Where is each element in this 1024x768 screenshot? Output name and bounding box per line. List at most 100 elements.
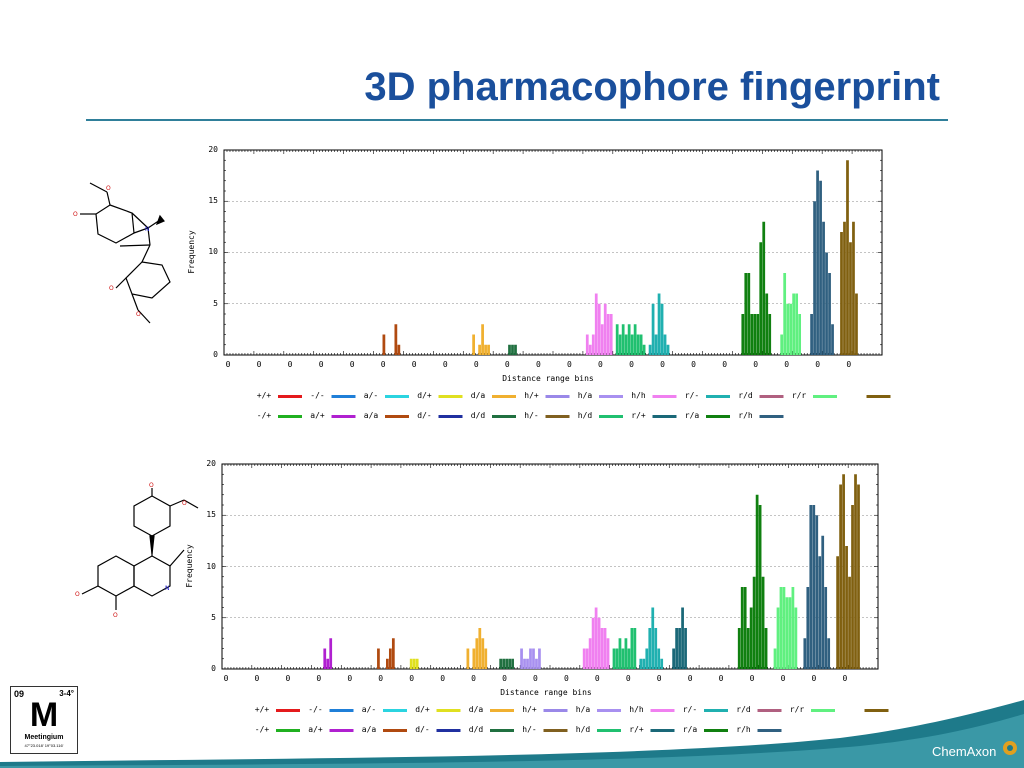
bar	[758, 505, 762, 669]
bar	[783, 273, 787, 355]
y-tick-label: 5	[211, 613, 216, 622]
bar	[755, 494, 759, 669]
bar	[654, 628, 658, 669]
bar	[412, 658, 416, 669]
bar	[752, 576, 756, 669]
bar	[394, 324, 398, 355]
bar	[765, 293, 769, 355]
legend-label: h/a	[576, 705, 591, 714]
y-tick-label: 10	[208, 247, 218, 256]
bar	[822, 221, 825, 355]
legend-swatch	[438, 395, 463, 398]
y-axis-label: Frequency	[187, 230, 196, 274]
legend-label: a/+	[308, 725, 323, 734]
bar	[779, 587, 783, 669]
bar	[639, 658, 643, 669]
bar	[642, 658, 646, 669]
slide-title: 3D pharmacophore fingerprint	[364, 65, 940, 109]
bar	[816, 170, 819, 355]
atom-label: O	[113, 612, 118, 619]
legend-label: h/h	[629, 705, 644, 714]
legend-swatch	[490, 729, 514, 732]
x-tick-label: 0	[660, 360, 665, 369]
bar	[813, 201, 816, 355]
legend-swatch	[276, 729, 300, 732]
x-tick-label: 0	[533, 674, 538, 683]
bar	[660, 303, 664, 355]
bar	[681, 607, 684, 669]
atom-label: O	[73, 211, 78, 218]
legend-label: h/d	[578, 411, 593, 420]
x-tick-label: 0	[784, 360, 789, 369]
legend-swatch	[490, 709, 514, 712]
x-tick-labels: 0 0 0 0 0 0 0 0 0 0 0 0 0 0 0 0 0 0 0 0 0	[226, 360, 852, 369]
bar	[481, 638, 485, 669]
y-tick-label: 20	[208, 145, 218, 154]
grid-lines	[224, 200, 882, 305]
y-tick-label: 0	[211, 664, 216, 673]
bar	[329, 638, 333, 669]
legend-label: r/d	[738, 391, 753, 400]
legend-swatch	[864, 709, 889, 712]
x-tick-label: 0	[381, 360, 386, 369]
bar	[621, 324, 625, 355]
bar	[326, 658, 330, 669]
bar	[675, 628, 678, 669]
bar	[475, 638, 479, 669]
x-tick-label: 0	[691, 360, 696, 369]
legend-label: h/-	[524, 411, 538, 420]
bar	[672, 648, 675, 669]
x-tick-label: 0	[347, 674, 352, 683]
legend-swatch	[545, 395, 570, 398]
legend-label: d/a	[471, 391, 486, 400]
x-tick-label: 0	[471, 674, 476, 683]
legend-swatch	[385, 415, 409, 418]
bar	[535, 658, 538, 669]
bar	[508, 344, 511, 355]
legend-swatch	[866, 395, 891, 398]
bar	[397, 344, 401, 355]
bar	[789, 303, 793, 355]
bar	[481, 324, 484, 355]
bar	[795, 293, 799, 355]
legend-label: -/-	[310, 391, 324, 400]
bar	[657, 293, 661, 355]
badge-coordinates: 47°23.018' 19°03.116'	[24, 743, 64, 748]
bar	[520, 648, 523, 669]
atom-label: N	[165, 585, 170, 592]
legend-swatch	[650, 709, 675, 712]
bar	[791, 587, 795, 669]
bar	[606, 638, 610, 669]
molecule-structure-1	[80, 182, 171, 324]
atom-label: N	[145, 226, 150, 233]
bar	[615, 648, 619, 669]
legend-swatch	[543, 709, 568, 712]
y-axis-label: Frequency	[185, 544, 194, 588]
bar	[678, 628, 681, 669]
x-tick-label: 0	[815, 360, 820, 369]
legend-swatch	[543, 729, 568, 732]
legend-swatch	[492, 395, 516, 398]
x-tick-label: 0	[842, 674, 847, 683]
bar	[854, 474, 857, 669]
legend-swatch	[599, 395, 623, 398]
bar	[645, 648, 649, 669]
bar	[409, 658, 413, 669]
bar	[606, 314, 610, 355]
bar	[842, 474, 845, 669]
legend-label: d/a	[469, 705, 484, 714]
bar	[851, 505, 854, 669]
x-tick-label: 0	[688, 674, 693, 683]
badge-number: 09	[14, 689, 25, 699]
bar	[633, 324, 637, 355]
bar	[654, 334, 658, 355]
legend-swatch	[811, 709, 835, 712]
legend-swatch	[650, 729, 675, 732]
legend-swatch	[813, 395, 837, 398]
bar	[827, 638, 831, 669]
bar	[391, 638, 395, 669]
legend-swatch	[331, 395, 356, 398]
legend-swatch	[706, 415, 730, 418]
legend-swatch	[385, 395, 409, 398]
